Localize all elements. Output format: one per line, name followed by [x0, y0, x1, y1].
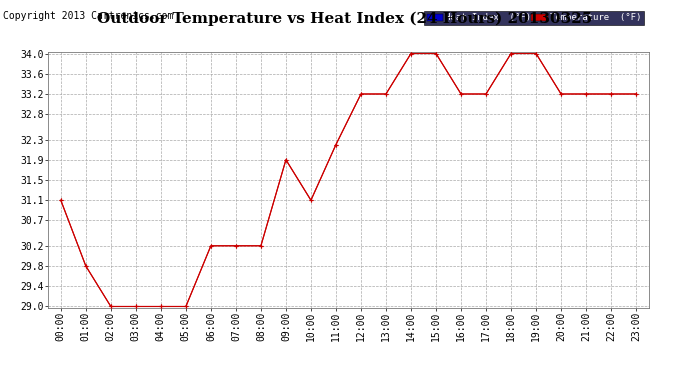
Text: Outdoor Temperature vs Heat Index (24 Hours) 20130325: Outdoor Temperature vs Heat Index (24 Ho… [97, 11, 593, 26]
Legend: Heat Index  (°F), Temperature  (°F): Heat Index (°F), Temperature (°F) [424, 11, 644, 25]
Text: Copyright 2013 Cartronics.com: Copyright 2013 Cartronics.com [3, 11, 174, 21]
